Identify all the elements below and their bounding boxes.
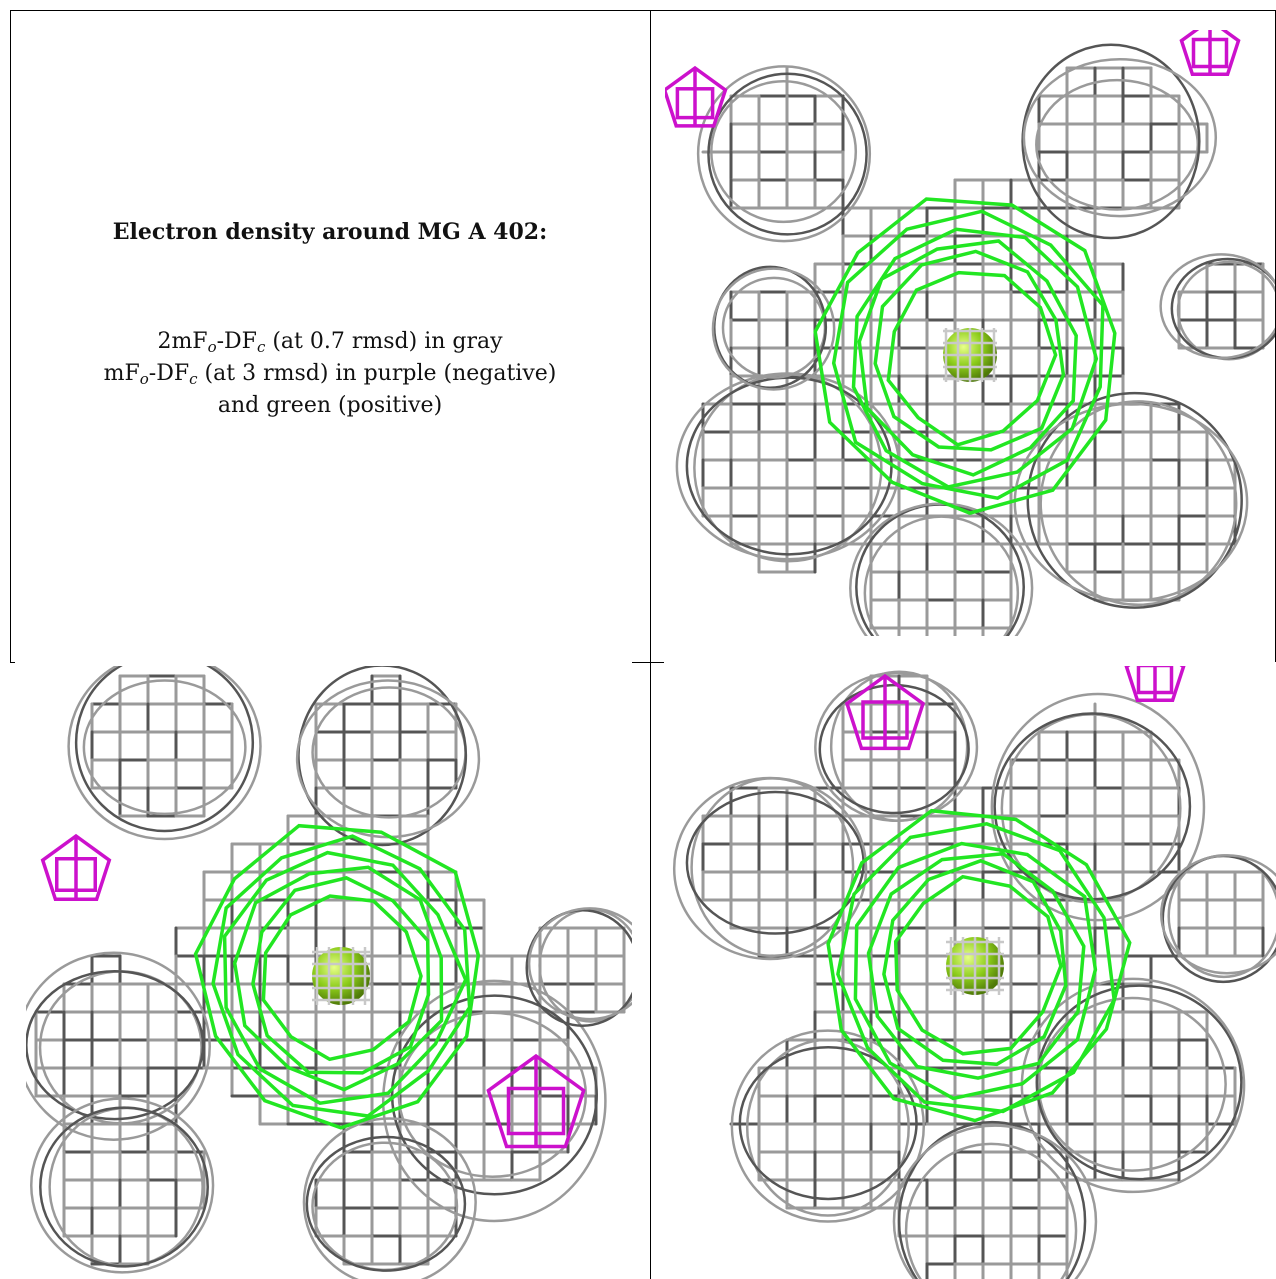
table-border-left [10, 10, 11, 662]
table-border-mid-left [10, 662, 15, 663]
caption-cell: Electron density around MG A 402: 2mFo-D… [10, 10, 650, 662]
density-view-bottom-left [26, 666, 632, 1279]
density-map-image [672, 666, 1276, 1279]
table-border-middle [650, 10, 651, 1279]
gray-contour-curves [26, 666, 632, 1279]
positive-difference-density [826, 808, 1132, 1123]
caption-line-2: mFo-DFc (at 3 rmsd) in purple (negative) [103, 361, 557, 388]
caption-line-1: 2mFo-DFc (at 0.7 rmsd) in gray [157, 329, 503, 356]
gray-contour-curves [672, 670, 1276, 1279]
table-border-mid-center [632, 662, 664, 663]
caption-line-3: and green (positive) [217, 393, 443, 418]
front-mesh-overlay [943, 328, 997, 382]
gray-contour-curves [675, 43, 1275, 636]
positive-difference-density [813, 197, 1117, 515]
caption-title: Electron density around MG A 402: [112, 219, 548, 245]
density-map-image [665, 30, 1275, 636]
negative-difference-density [844, 666, 1186, 751]
negative-difference-density [665, 30, 1241, 128]
density-view-top-right [665, 30, 1275, 636]
figure-table: Electron density around MG A 402: 2mFo-D… [10, 10, 1276, 1279]
density-map-image [26, 666, 632, 1279]
density-view-bottom-right [665, 666, 1276, 1279]
negative-difference-density [40, 833, 586, 1149]
caption-body: 2mFo-DFc (at 0.7 rmsd) in gray mFo-DFc (… [10, 326, 650, 422]
positive-difference-density [193, 823, 481, 1130]
table-border-top [10, 10, 1276, 11]
front-mesh-overlay [312, 947, 370, 1005]
front-mesh-overlay [946, 937, 1004, 995]
